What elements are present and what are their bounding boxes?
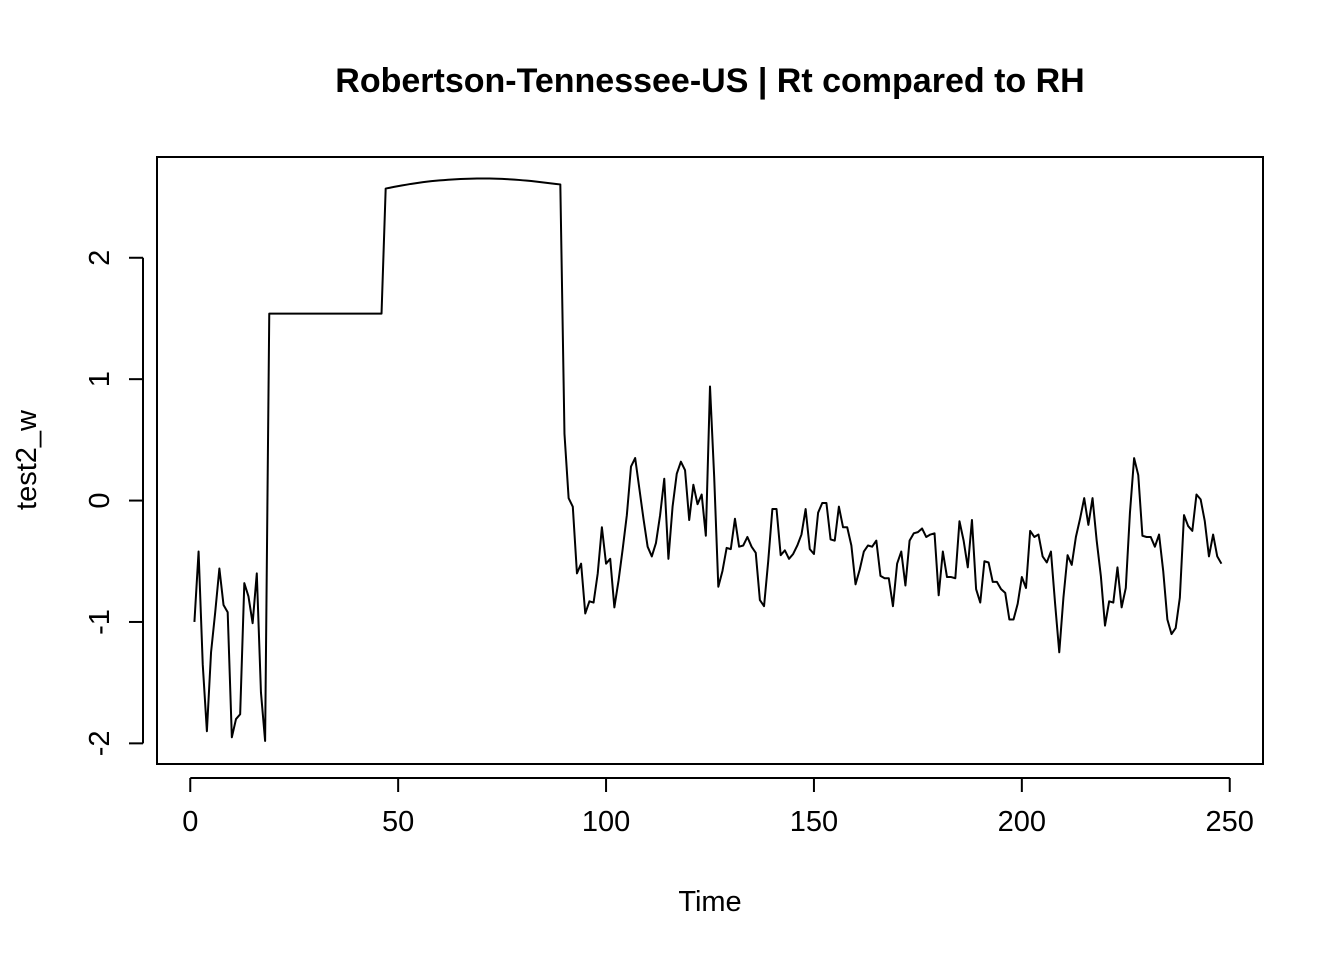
x-tick-label: 250 [1206, 806, 1254, 838]
x-tick-label: 100 [582, 806, 630, 838]
plot-area [156, 156, 1264, 765]
x-tick-label: 150 [790, 806, 838, 838]
y-axis: -2 -1 0 1 2 [84, 250, 144, 756]
y-tick-label: 0 [84, 492, 116, 508]
y-tick-label: -2 [84, 730, 116, 756]
y-tick-label: -1 [84, 609, 116, 635]
series-line [193, 177, 1223, 742]
y-axis-label: test2_w [11, 409, 43, 510]
x-axis-label: Time [678, 886, 741, 918]
x-tick-label: 0 [182, 806, 198, 838]
x-tick-label: 50 [382, 806, 414, 838]
y-tick-label: 2 [84, 250, 116, 266]
y-tick-label: 1 [84, 371, 116, 387]
x-axis: 0 50 100 150 200 250 [182, 777, 1254, 838]
chart-title: Robertson-Tennessee-US | Rt compared to … [335, 62, 1084, 100]
plot-frame [156, 156, 1264, 765]
x-tick-label: 200 [998, 806, 1046, 838]
